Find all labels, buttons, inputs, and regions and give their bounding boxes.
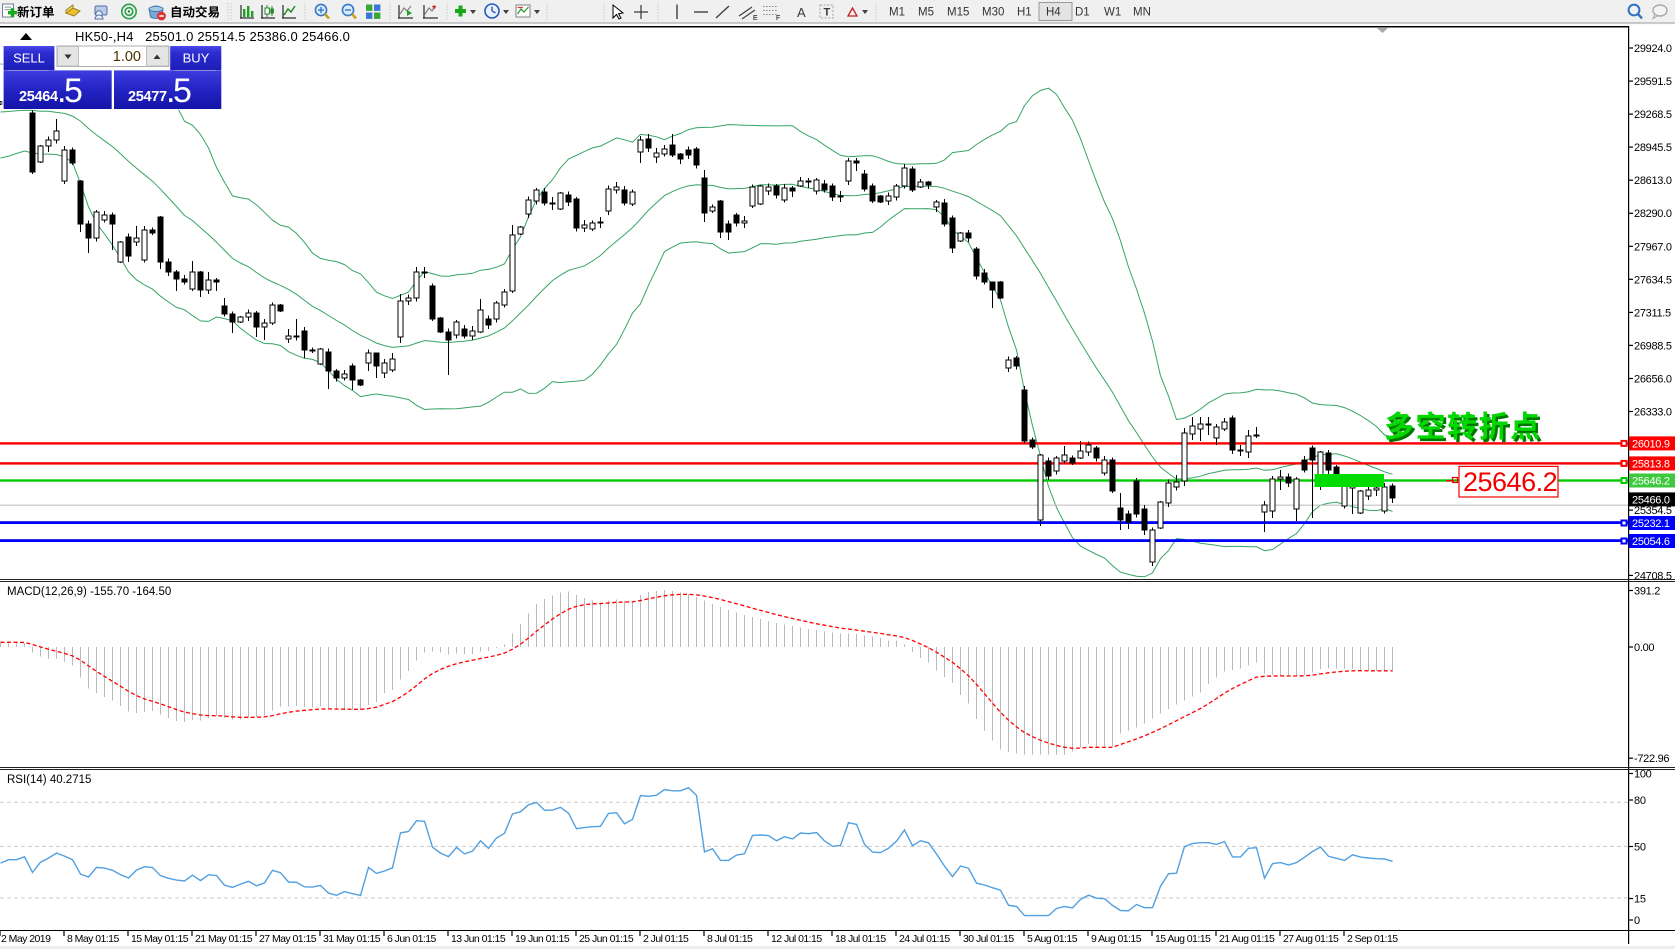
svg-text:13 Jun 01:15: 13 Jun 01:15 <box>451 933 506 945</box>
svg-text:27634.5: 27634.5 <box>1634 274 1672 286</box>
svg-text:25054.6: 25054.6 <box>1632 536 1670 548</box>
svg-text:25477: 25477 <box>128 89 167 105</box>
svg-text:0.00: 0.00 <box>1634 642 1654 654</box>
svg-text:H4: H4 <box>1046 7 1061 19</box>
svg-text:15 Aug 01:15: 15 Aug 01:15 <box>1155 933 1211 945</box>
svg-text:21 Aug 01:15: 21 Aug 01:15 <box>1219 933 1275 945</box>
svg-text:5: 5 <box>173 72 192 110</box>
svg-text:18 Jul 01:15: 18 Jul 01:15 <box>835 933 886 945</box>
svg-text:M15: M15 <box>947 7 969 19</box>
svg-text:80: 80 <box>1634 795 1646 807</box>
svg-text:5 Aug 01:15: 5 Aug 01:15 <box>1027 933 1078 945</box>
svg-text:5: 5 <box>64 72 83 110</box>
svg-text:29268.5: 29268.5 <box>1634 109 1672 121</box>
svg-text:28290.0: 28290.0 <box>1634 208 1672 220</box>
svg-text:2 Jul 01:15: 2 Jul 01:15 <box>643 933 689 945</box>
svg-text:24708.5: 24708.5 <box>1634 570 1672 582</box>
svg-text:31 May 01:15: 31 May 01:15 <box>323 933 381 945</box>
svg-text:28613.0: 28613.0 <box>1634 175 1672 187</box>
svg-text:25232.1: 25232.1 <box>1632 518 1670 530</box>
svg-text:50: 50 <box>1634 842 1646 854</box>
svg-text:30 Jul 01:15: 30 Jul 01:15 <box>963 933 1014 945</box>
svg-text:MN: MN <box>1133 7 1151 19</box>
svg-text:12 Jul 01:15: 12 Jul 01:15 <box>771 933 822 945</box>
svg-text:E: E <box>753 15 758 22</box>
svg-text:27311.5: 27311.5 <box>1634 307 1671 319</box>
svg-text:1.00: 1.00 <box>113 49 141 65</box>
svg-text:25354.5: 25354.5 <box>1634 505 1672 517</box>
svg-text:27967.0: 27967.0 <box>1634 241 1672 253</box>
svg-text:29591.5: 29591.5 <box>1634 76 1672 88</box>
svg-text:100: 100 <box>1634 769 1652 781</box>
svg-text:26010.9: 26010.9 <box>1632 438 1670 450</box>
svg-text:25466.0: 25466.0 <box>1632 494 1670 506</box>
svg-text:28945.5: 28945.5 <box>1634 142 1672 154</box>
svg-text:MACD(12,26,9) -155.70 -164.50: MACD(12,26,9) -155.70 -164.50 <box>7 586 171 598</box>
svg-text:15 May 01:15: 15 May 01:15 <box>131 933 189 945</box>
svg-text:M1: M1 <box>889 7 905 19</box>
svg-text:*: * <box>432 4 436 15</box>
svg-text:26333.0: 26333.0 <box>1634 407 1672 419</box>
svg-text:27 May 01:15: 27 May 01:15 <box>259 933 317 945</box>
svg-text:0: 0 <box>1634 915 1640 927</box>
svg-text:-722.96: -722.96 <box>1634 753 1669 765</box>
svg-text:BUY: BUY <box>183 51 210 66</box>
svg-text:HK50-,H4 25501.0 25514.5 253: HK50-,H4 25501.0 25514.5 25386.0 25466.0 <box>75 29 350 44</box>
svg-text:25813.8: 25813.8 <box>1632 458 1670 470</box>
svg-text:25646.2: 25646.2 <box>1463 467 1557 497</box>
svg-text:26988.5: 26988.5 <box>1634 340 1672 352</box>
svg-text:6 Jun 01:15: 6 Jun 01:15 <box>387 933 437 945</box>
svg-text:21 May 01:15: 21 May 01:15 <box>195 933 253 945</box>
svg-text:2 Sep 01:15: 2 Sep 01:15 <box>1347 933 1398 945</box>
svg-text:SELL: SELL <box>13 51 45 66</box>
svg-text:2 May 2019: 2 May 2019 <box>1 933 51 945</box>
svg-text:25646.2: 25646.2 <box>1632 476 1670 488</box>
svg-text:RSI(14) 40.2715: RSI(14) 40.2715 <box>7 774 91 786</box>
svg-text:W1: W1 <box>1104 7 1121 19</box>
svg-text:391.2: 391.2 <box>1634 586 1660 598</box>
svg-text:H1: H1 <box>1017 7 1032 19</box>
svg-text:29924.0: 29924.0 <box>1634 43 1672 55</box>
svg-text:M30: M30 <box>982 7 1004 19</box>
svg-text:A: A <box>797 5 806 20</box>
svg-text:F: F <box>776 15 780 22</box>
svg-text:8 May 01:15: 8 May 01:15 <box>67 933 119 945</box>
svg-text:D1: D1 <box>1075 7 1090 19</box>
svg-text:.: . <box>166 72 175 110</box>
svg-text:26656.0: 26656.0 <box>1634 374 1672 386</box>
svg-text:27 Aug 01:15: 27 Aug 01:15 <box>1283 933 1339 945</box>
svg-text:24 Jul 01:15: 24 Jul 01:15 <box>899 933 950 945</box>
svg-text:.: . <box>57 72 66 110</box>
svg-text:M5: M5 <box>918 7 934 19</box>
svg-text:8 Jul 01:15: 8 Jul 01:15 <box>707 933 753 945</box>
svg-text:19 Jun 01:15: 19 Jun 01:15 <box>515 933 570 945</box>
svg-text:T: T <box>824 7 831 19</box>
svg-text:15: 15 <box>1634 894 1646 906</box>
svg-text:25 Jun 01:15: 25 Jun 01:15 <box>579 933 634 945</box>
svg-text:9 Aug 01:15: 9 Aug 01:15 <box>1091 933 1142 945</box>
svg-text:25464: 25464 <box>19 89 58 105</box>
